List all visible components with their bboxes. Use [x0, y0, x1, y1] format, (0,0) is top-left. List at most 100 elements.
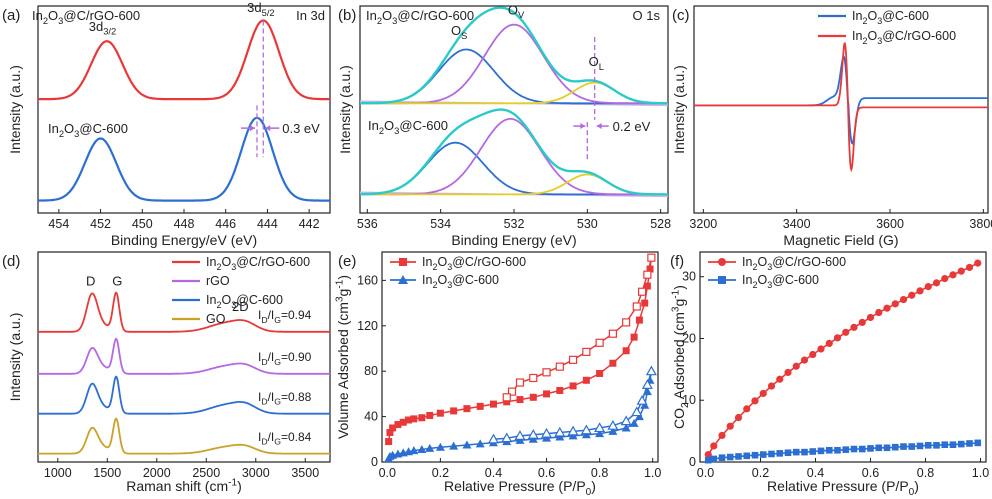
- text-part: In: [852, 29, 862, 43]
- x-tick-label: 534: [430, 217, 451, 231]
- adsorption-point: [643, 282, 651, 290]
- adsorption-point: [476, 402, 484, 410]
- isotherm-point: [718, 454, 726, 461]
- text-part: 2: [59, 129, 64, 139]
- text-part: 3d: [89, 19, 103, 34]
- text-part: O: [437, 273, 447, 287]
- arrow-head: [580, 123, 586, 130]
- isotherm-point: [924, 442, 932, 449]
- desorption-point: [541, 427, 553, 438]
- legend-entry: In2O3@C/rGO-600: [852, 29, 956, 46]
- x-tick-label: 1000: [44, 466, 72, 480]
- adsorption-point: [450, 407, 458, 415]
- text-part: In: [742, 255, 752, 269]
- isotherm-point: [792, 362, 800, 370]
- x-tick-label: 1.0: [644, 466, 661, 480]
- desorption-point: [568, 355, 578, 364]
- text-part: O: [437, 255, 447, 269]
- series-label-top: In2O3@C/rGO-600: [32, 8, 140, 26]
- text-part: In: [32, 8, 43, 23]
- desorption-point: [514, 430, 526, 440]
- x-tick-label: 454: [48, 217, 69, 231]
- text-part: 3: [231, 262, 236, 272]
- x-tick-label: 528: [650, 217, 671, 231]
- legend-marker: [398, 275, 408, 284]
- legend-entry: In2O3@C/rGO-600: [422, 255, 526, 272]
- adsorption-point: [642, 387, 652, 396]
- ratio-label: ID/IG=0.94: [258, 308, 312, 325]
- text-part: 2: [752, 262, 757, 272]
- text-part: -1: [335, 279, 346, 288]
- text-part: In: [422, 273, 432, 287]
- text-part: G: [274, 357, 281, 367]
- legend-entry: GO: [206, 312, 226, 326]
- epr-line-1: [694, 41, 988, 173]
- text-part: 3: [394, 126, 399, 136]
- adsorption-point: [630, 333, 638, 341]
- text-part: O: [867, 9, 877, 23]
- text-part: G: [274, 315, 281, 325]
- isotherm-point: [933, 442, 940, 449]
- text-part: ): [335, 275, 351, 280]
- adsorption-point: [405, 416, 413, 424]
- shift-label: 0.3 eV: [282, 121, 320, 136]
- y-axis-title: Intensity (a.u.): [671, 65, 687, 154]
- desorption-point: [608, 329, 617, 338]
- panel-label-f: (f): [670, 253, 684, 270]
- plot-frame: [693, 5, 989, 214]
- text-part: @C/rGO-600: [452, 255, 526, 269]
- adsorption-point: [417, 445, 427, 454]
- text-part: D: [261, 397, 267, 407]
- text-part: I: [258, 350, 261, 364]
- text-part: GO: [206, 312, 226, 326]
- isotherm-point: [900, 443, 907, 450]
- isotherm-point: [883, 444, 891, 452]
- raman-line-0: [38, 291, 330, 333]
- text-part: 2: [862, 36, 867, 46]
- desorption-point: [632, 302, 641, 311]
- band-label-2d: 2D: [232, 299, 249, 314]
- adsorption-point: [475, 439, 485, 448]
- text-part: Adsorbed (cm: [671, 312, 687, 402]
- x-tick-label: 3500: [291, 466, 319, 480]
- y-tick-label: 30: [682, 270, 696, 284]
- x-tick-label: 0.4: [485, 466, 502, 480]
- isotherm-point: [704, 450, 712, 459]
- desorption-point: [594, 422, 606, 433]
- text-part: L: [599, 62, 604, 72]
- y-tick-label: 80: [364, 364, 378, 378]
- raman-line-1: [38, 337, 330, 375]
- desorption-point: [645, 365, 657, 376]
- x-tick-label: 536: [357, 217, 378, 231]
- isotherm-point: [867, 445, 874, 452]
- y-axis-title: Intensity (a.u.): [7, 313, 23, 402]
- x-tick-label: 446: [215, 217, 236, 231]
- isotherm-point: [949, 441, 957, 449]
- text-part: @C/rGO-600: [772, 255, 846, 269]
- plot-frame: [699, 251, 987, 463]
- isotherm-point: [932, 279, 941, 287]
- text-part: @C/rGO-600: [397, 8, 474, 23]
- text-part: 3: [58, 16, 63, 26]
- x-tick-label: 3800: [969, 217, 992, 231]
- x-axis-title: Relative Pressure (P/P0): [767, 478, 919, 498]
- desorption-point: [641, 379, 653, 389]
- text-part: D: [261, 315, 267, 325]
- raman-line-3: [38, 417, 330, 455]
- legend-entry: rGO: [206, 274, 230, 288]
- text-part: O: [757, 273, 767, 287]
- x-tick-label: 2000: [143, 466, 171, 480]
- desorption-point: [554, 426, 566, 437]
- x-tick-label: 448: [174, 217, 195, 231]
- text-part: O: [221, 293, 231, 307]
- desorption-point: [487, 433, 499, 444]
- isotherm-point: [710, 442, 718, 450]
- panel-d: 1000 1500 2000 2500 3000 3500ID/IG=0.94ID/IG=…: [2, 251, 331, 494]
- x-tick-label: 0.0: [697, 466, 714, 480]
- text-part: In: [366, 8, 377, 23]
- y-axis-title: CO2 Adsorbed (cm3g-1): [671, 285, 692, 429]
- isotherm-point: [957, 267, 965, 275]
- x-tick-label: 444: [257, 217, 278, 231]
- text-part: 3: [231, 300, 236, 310]
